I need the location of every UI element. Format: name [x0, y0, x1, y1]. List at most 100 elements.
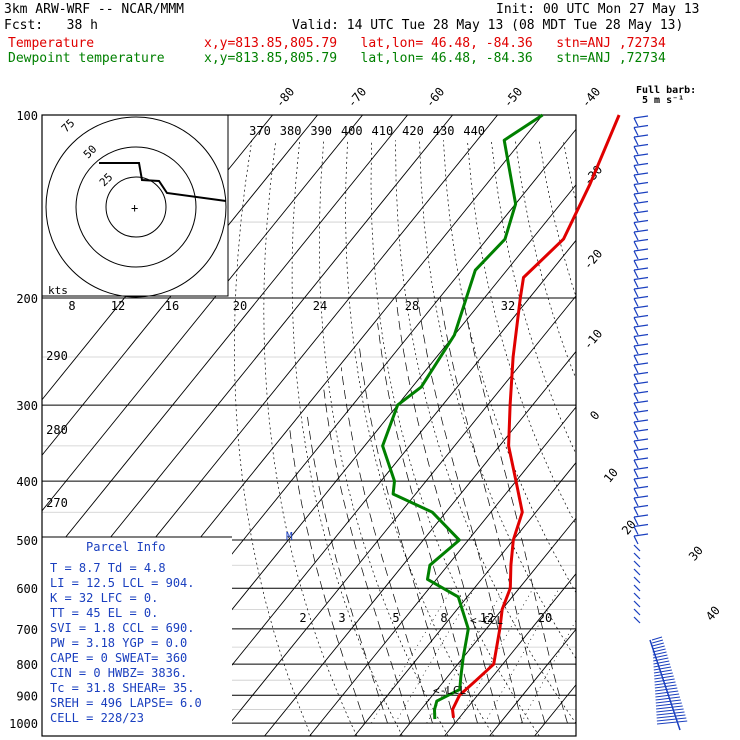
isotherm — [264, 350, 576, 736]
isotherm — [42, 115, 318, 456]
dry-adiabat — [370, 140, 540, 736]
pressure-label: 500 — [16, 534, 38, 548]
pressure-label: 1000 — [9, 717, 38, 731]
mixing-ratio-line — [456, 588, 534, 724]
wind-barb-flag — [633, 438, 649, 442]
isotherm — [625, 115, 740, 736]
mixing-ratio-line — [520, 619, 576, 724]
dry-adiabat — [234, 140, 312, 736]
wind-barb — [656, 705, 683, 710]
dewpoint-profile — [381, 113, 544, 720]
wind-barb — [633, 212, 639, 222]
wind-barb — [654, 675, 674, 680]
moist-adiabat — [289, 430, 366, 724]
theta-label: 390 — [310, 124, 332, 138]
wind-barb-flag — [633, 533, 649, 537]
isotherm-label: -40 — [579, 85, 604, 111]
wind-barb — [633, 616, 641, 624]
theta-label: 370 — [249, 124, 271, 138]
isotherm — [354, 461, 576, 736]
wind-barb-flag — [633, 390, 649, 395]
wind-barb-flag — [633, 400, 649, 404]
wind-barb-flag — [633, 276, 649, 281]
wind-barb — [633, 184, 639, 193]
wind-barb — [633, 241, 639, 250]
theta-label: 440 — [463, 124, 485, 138]
wind-barb — [656, 714, 686, 719]
wind-barb — [633, 165, 639, 174]
wind-barb-flag — [633, 476, 649, 480]
wind-speed-label: 32 — [501, 299, 515, 313]
temperature-profile — [451, 114, 621, 718]
moist-adiabat — [377, 323, 478, 724]
moist-adiabat — [323, 386, 411, 724]
hodograph-trace — [99, 162, 227, 202]
wind-barb — [655, 699, 681, 704]
wind-barb — [633, 231, 639, 241]
wind-barb-flag — [633, 428, 649, 433]
wind-barb-flag — [633, 352, 649, 357]
wind-speed-label: 24 — [313, 299, 327, 313]
dewpoint-location: x,y=813.85,805.79 lat,lon= 46.48, -84.36… — [204, 51, 666, 66]
wind-barb — [633, 535, 639, 545]
isotherm-label: 40 — [703, 603, 723, 623]
diagram-frame — [41, 114, 577, 737]
wind-barb — [633, 568, 641, 576]
dry-adiabat — [345, 140, 494, 736]
parcel-info-box: Parcel Info T = 8.7 Td = 4.8 LI = 12.5 L… — [50, 540, 202, 725]
wind-barb — [653, 660, 670, 665]
parcel-row: Tc = 31.8 SHEAR= 35. — [50, 681, 195, 695]
pressure-label: 300 — [16, 399, 38, 413]
wind-barb — [654, 672, 673, 677]
temperature-location: x,y=813.85,805.79 lat,lon= 46.48, -84.36… — [204, 36, 666, 51]
isotherm-label: -50 — [501, 85, 526, 111]
wind-barb — [656, 720, 688, 725]
wind-barb-flag — [633, 181, 649, 186]
wind-barb — [651, 636, 663, 641]
wind-barb — [633, 336, 639, 345]
pressure-label: 700 — [16, 623, 38, 637]
moist-adiabat — [306, 413, 388, 724]
isotherm — [42, 115, 363, 512]
wind-speed-label: 28 — [405, 299, 419, 313]
wind-barb — [655, 702, 682, 707]
wind-barb — [633, 146, 639, 155]
temperature-legend: Temperature — [8, 36, 95, 51]
wind-barb-flag — [633, 143, 649, 148]
barb-note-units: 5 m s⁻¹ — [642, 95, 684, 106]
wind-barb — [633, 307, 639, 317]
wind-barb-flag — [633, 115, 649, 119]
parcel-row: TT = 45 EL = 0. — [50, 606, 158, 620]
wind-barb-flag — [633, 314, 649, 319]
theta-label: 400 — [341, 124, 363, 138]
hodograph-units: kts — [48, 284, 68, 297]
dry-adiabat — [731, 140, 740, 736]
wind-barb — [633, 260, 639, 269]
wind-barb — [633, 203, 639, 212]
mixing-ratio-label: 3 — [338, 611, 345, 625]
wind-barb — [633, 127, 639, 136]
wind-barb — [652, 639, 664, 644]
isotherm — [580, 115, 740, 736]
wind-barb — [633, 326, 639, 336]
wind-barb — [633, 374, 639, 383]
plot-frame — [41, 114, 577, 737]
parcel-row: LI = 12.5 LCL = 904. — [50, 576, 195, 590]
wind-barb — [633, 364, 639, 374]
wind-barb — [655, 696, 681, 701]
mixing-ratio-line — [371, 588, 453, 724]
isotherm — [42, 115, 408, 568]
wind-barb — [633, 345, 639, 355]
wind-barb — [633, 383, 639, 393]
parcel-row: K = 32 LFC = 0. — [50, 591, 158, 605]
moist-adiabat — [358, 346, 456, 724]
wind-barb-flag — [633, 153, 649, 157]
dry-adiabat — [659, 140, 740, 736]
hodograph-origin: + — [131, 201, 138, 215]
wind-barb — [633, 193, 639, 203]
isotherm-label: 0 — [587, 408, 602, 423]
isotherm — [444, 573, 576, 736]
wind-barb — [633, 608, 641, 616]
